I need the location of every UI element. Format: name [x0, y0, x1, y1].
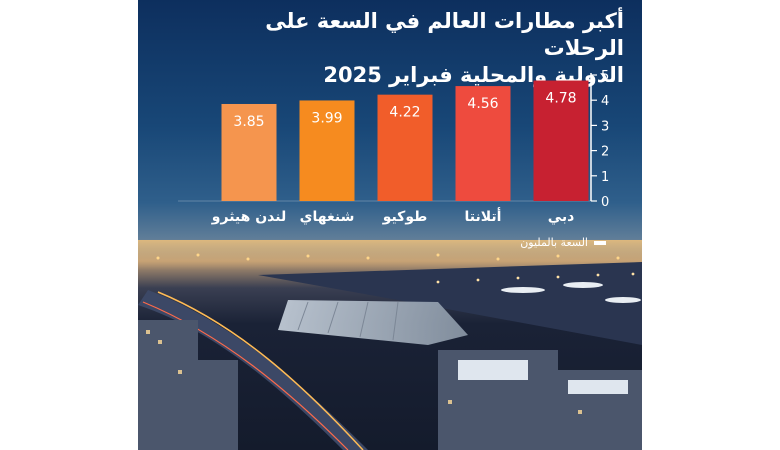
bar-value-label: 3.85	[233, 114, 264, 130]
y-tick-label: 2	[601, 145, 609, 160]
y-tick-label: 5	[601, 69, 609, 84]
bar-value-label: 3.99	[311, 110, 342, 126]
bar-4	[299, 100, 355, 201]
chart-title: أكبر مطارات العالم في السعة على الرحلات …	[184, 8, 624, 89]
bar-3	[377, 94, 433, 201]
infographic-panel: أكبر مطارات العالم في السعة على الرحلات …	[138, 0, 642, 450]
legend-swatch	[594, 240, 606, 245]
chart-title-line-1: أكبر مطارات العالم في السعة على الرحلات	[265, 9, 624, 60]
airport-background-image	[138, 240, 642, 450]
y-tick-label: 0	[601, 195, 609, 210]
legend: السعة بالمليون	[486, 236, 606, 249]
legend-label: السعة بالمليون	[520, 236, 588, 249]
bar-1	[533, 80, 589, 201]
bar-5	[221, 103, 277, 201]
bar-value-label: 4.56	[467, 96, 498, 112]
bar-2	[455, 86, 511, 201]
y-tick-label: 3	[601, 119, 609, 134]
y-tick-label: 1	[601, 170, 609, 185]
category-label: أتلانتا	[465, 207, 502, 225]
bar-value-label: 4.78	[545, 91, 576, 107]
bar-chart: 0 1 2 3 4 5 4.78 دبي 4.56 أتلانتا 4.22 طوكيو 3.99 شنغ…	[178, 69, 609, 226]
bar-value-label: 4.22	[389, 105, 420, 121]
category-label: طوكيو	[382, 209, 428, 225]
category-label: دبي	[548, 209, 575, 225]
category-label: لندن هيثرو	[211, 209, 286, 225]
category-label: شنغهاي	[300, 209, 355, 226]
y-tick-label: 4	[601, 94, 609, 109]
